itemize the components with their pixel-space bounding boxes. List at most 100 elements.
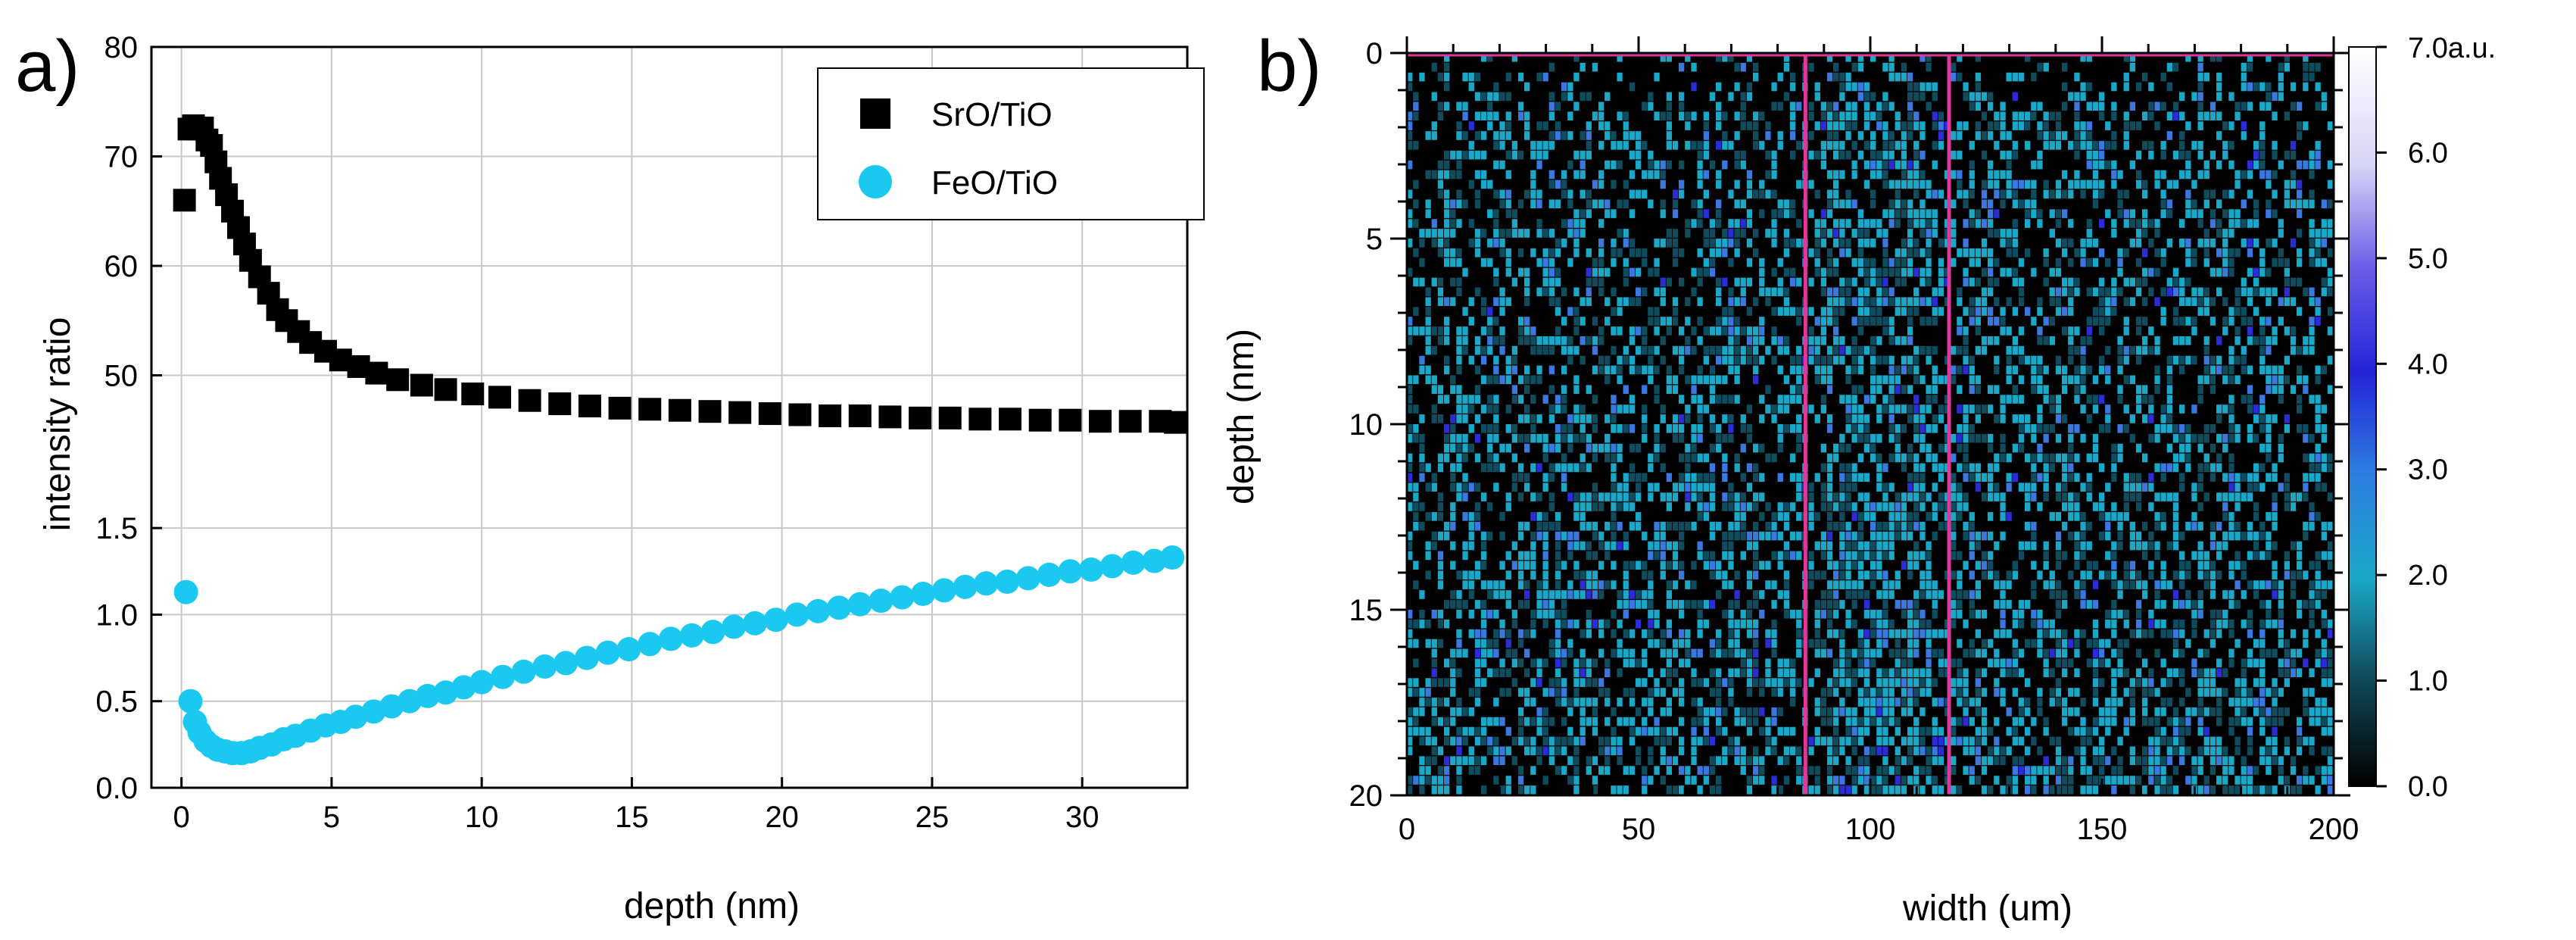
heatmap-cell <box>2259 170 2266 180</box>
heatmap-cell <box>1548 345 1555 355</box>
heatmap-cell <box>2315 160 2321 170</box>
heatmap-cell <box>1845 492 1851 501</box>
heatmap-cell <box>2197 502 2203 511</box>
heatmap-cell <box>1605 355 1611 365</box>
heatmap-cell <box>1474 385 1481 394</box>
heatmap-cell <box>1789 121 1796 130</box>
heatmap-cell <box>1789 355 1796 365</box>
heatmap-cell <box>1833 610 1839 619</box>
heatmap-cell <box>2241 287 2247 297</box>
heatmap-cell <box>1963 239 1969 248</box>
heatmap-cell <box>1697 433 1703 443</box>
heatmap-cell <box>1857 150 1863 160</box>
heatmap-cell <box>2309 561 2315 570</box>
heatmap-cell <box>2309 453 2315 463</box>
heatmap-cell <box>2241 668 2247 677</box>
heatmap-cell <box>1814 570 1820 579</box>
heatmap-cell <box>1833 111 1839 120</box>
heatmap-cell <box>2006 473 2012 482</box>
heatmap-cell <box>2154 219 2160 228</box>
heatmap-cell <box>1555 199 1561 208</box>
heatmap-cell <box>1480 551 1487 561</box>
heatmap-cell <box>1771 404 1777 414</box>
heatmap-cell <box>1789 453 1796 463</box>
heatmap-cell <box>1963 590 1969 599</box>
heatmap-cell <box>1988 170 1994 180</box>
heatmap-cell <box>2241 131 2247 140</box>
heatmap-cell <box>1592 336 1598 345</box>
heatmap-cell <box>1536 668 1542 677</box>
heatmap-cell <box>1425 463 1431 473</box>
heatmap-cell <box>1926 551 1932 561</box>
heatmap-cell <box>2018 287 2025 297</box>
heatmap-cell <box>1431 277 1437 287</box>
heatmap-cell <box>1592 521 1598 531</box>
heatmap-cell <box>2321 463 2327 473</box>
heatmap-cell <box>2210 590 2216 599</box>
heatmap-cell <box>1685 317 1691 326</box>
heatmap-cell <box>1679 570 1685 579</box>
heatmap-cell <box>1586 590 1592 599</box>
heatmap-cell <box>1580 453 1586 463</box>
heatmap-cell <box>1981 639 1988 648</box>
heatmap-cell <box>1561 170 1567 180</box>
heatmap-cell <box>1672 639 1679 648</box>
heatmap-cell <box>1926 239 1932 248</box>
heatmap-cell <box>2025 199 2031 208</box>
heatmap-cell <box>1851 531 1857 541</box>
heatmap-cell <box>1826 267 1833 277</box>
heatmap-cell <box>1499 629 1505 639</box>
heatmap-cell <box>2160 473 2166 482</box>
heatmap-cell <box>2172 62 2179 72</box>
heatmap-cell <box>1697 365 1703 375</box>
heatmap-cell <box>1517 629 1524 639</box>
heatmap-cell <box>2315 307 2321 316</box>
heatmap-cell <box>2297 551 2303 561</box>
heatmap-cell <box>1870 92 1876 101</box>
heatmap-cell <box>1988 473 1994 482</box>
heatmap-cell <box>1820 648 1826 658</box>
heatmap-cell <box>1660 561 1666 570</box>
heatmap-cell <box>2154 375 2160 385</box>
heatmap-cell <box>1623 688 1629 697</box>
heatmap-cell <box>1635 492 1642 501</box>
heatmap-cell <box>2284 111 2290 120</box>
heatmap-cell <box>2080 189 2086 199</box>
heatmap-cell <box>1474 72 1481 82</box>
heatmap-cell <box>1722 531 1728 541</box>
heatmap-cell <box>1605 551 1611 561</box>
heatmap-cell <box>1691 82 1697 92</box>
heatmap-cell <box>1814 258 1820 267</box>
heatmap-cell <box>1716 561 1722 570</box>
heatmap-cell <box>2031 180 2037 189</box>
heatmap-cell <box>2025 219 2031 228</box>
heatmap-cell <box>1580 209 1586 218</box>
heatmap-cell <box>1697 453 1703 463</box>
heatmap-cell <box>1876 482 1882 492</box>
heatmap-cell <box>2129 473 2135 482</box>
heatmap-cell <box>1536 414 1542 423</box>
heatmap-cell <box>1789 473 1796 482</box>
heatmap-cell <box>2142 209 2148 218</box>
heatmap-cell <box>1814 600 1820 609</box>
heatmap-cell <box>2203 355 2210 365</box>
heatmap-cell <box>2235 336 2241 345</box>
heatmap-cell <box>1450 414 1456 423</box>
heatmap-cell <box>1691 453 1697 463</box>
heatmap-cell <box>2197 473 2203 482</box>
heatmap-cell <box>1648 317 1654 326</box>
heatmap-cell <box>2074 121 2080 130</box>
heatmap-cell <box>2247 688 2253 697</box>
heatmap-cell <box>2098 287 2105 297</box>
heatmap-cell <box>1548 248 1555 258</box>
heatmap-cell <box>2216 199 2222 208</box>
heatmap-cell <box>1679 355 1685 365</box>
heatmap-cell <box>1586 92 1592 101</box>
heatmap-cell <box>2259 463 2266 473</box>
heatmap-cell <box>1722 395 1728 404</box>
heatmap-cell <box>2000 101 2006 111</box>
heatmap-cell <box>1487 424 1493 433</box>
heatmap-cell <box>1623 239 1629 248</box>
heatmap-cell <box>2025 180 2031 189</box>
heatmap-cell <box>1493 395 1499 404</box>
